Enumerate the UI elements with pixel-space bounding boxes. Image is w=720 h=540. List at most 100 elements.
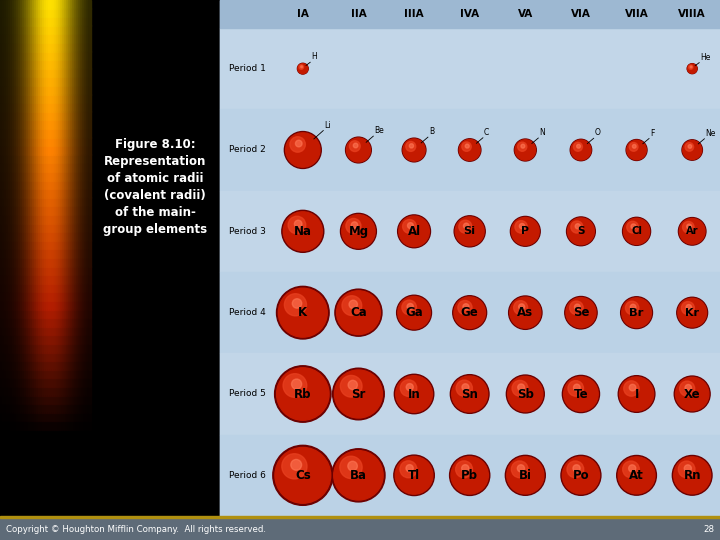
Bar xyxy=(16,249,19,258)
Bar xyxy=(82,275,84,284)
Bar xyxy=(46,490,48,499)
Bar xyxy=(62,284,65,292)
Bar xyxy=(50,361,53,370)
Bar xyxy=(88,188,91,198)
Bar xyxy=(32,240,35,249)
Bar xyxy=(70,369,73,379)
Bar xyxy=(86,0,89,9)
Bar xyxy=(54,249,56,258)
Bar xyxy=(8,455,11,464)
Bar xyxy=(52,258,55,267)
Bar xyxy=(26,163,29,172)
Bar xyxy=(40,343,42,353)
Bar xyxy=(80,258,83,267)
Circle shape xyxy=(564,296,597,329)
Circle shape xyxy=(506,375,544,413)
Bar xyxy=(24,326,27,335)
Bar xyxy=(66,472,68,482)
Bar xyxy=(38,85,40,94)
Bar xyxy=(76,43,78,52)
Bar xyxy=(44,404,47,413)
Bar xyxy=(38,258,40,267)
Bar xyxy=(62,214,65,224)
Bar xyxy=(54,361,56,370)
Circle shape xyxy=(336,291,380,335)
Bar xyxy=(30,395,32,404)
Bar xyxy=(12,43,14,52)
Bar xyxy=(22,318,24,327)
Bar xyxy=(84,0,86,9)
Text: N: N xyxy=(539,128,545,137)
Bar xyxy=(52,481,55,490)
Bar xyxy=(44,292,47,301)
Bar xyxy=(58,300,60,309)
Bar xyxy=(66,154,68,164)
Bar xyxy=(52,326,55,335)
Circle shape xyxy=(349,300,358,309)
Bar xyxy=(0,404,2,413)
Bar xyxy=(54,146,56,155)
Bar xyxy=(18,421,20,430)
Bar xyxy=(20,77,22,86)
Circle shape xyxy=(334,370,382,418)
Bar xyxy=(54,343,56,353)
Bar xyxy=(8,223,11,232)
Text: (covalent radii): (covalent radii) xyxy=(104,189,206,202)
Bar xyxy=(8,60,11,69)
Bar xyxy=(52,387,55,396)
Bar xyxy=(40,94,42,103)
Bar xyxy=(66,0,68,9)
Bar xyxy=(40,34,42,43)
Bar xyxy=(50,85,53,94)
Bar xyxy=(64,343,66,353)
Bar xyxy=(28,249,30,258)
Bar xyxy=(82,77,84,86)
Bar xyxy=(74,343,76,353)
Text: Ba: Ba xyxy=(350,469,367,482)
Bar xyxy=(12,94,14,103)
Bar xyxy=(72,369,74,379)
Bar xyxy=(40,197,42,206)
Bar xyxy=(76,352,78,361)
Bar xyxy=(14,60,17,69)
Bar xyxy=(32,120,35,129)
Bar xyxy=(72,507,74,516)
Bar xyxy=(56,387,58,396)
Bar xyxy=(12,472,14,482)
Bar xyxy=(68,51,71,60)
Bar xyxy=(24,498,27,508)
Bar xyxy=(18,335,20,344)
Bar xyxy=(88,240,91,249)
Bar xyxy=(64,455,66,464)
Bar xyxy=(46,378,48,387)
Text: B: B xyxy=(429,127,434,136)
Bar xyxy=(22,180,24,189)
Bar xyxy=(14,249,17,258)
Bar xyxy=(56,429,58,438)
Bar xyxy=(46,154,48,164)
Bar xyxy=(70,111,73,120)
Bar xyxy=(18,455,20,464)
Bar xyxy=(42,318,45,327)
Bar xyxy=(20,249,22,258)
Bar xyxy=(84,154,86,164)
Bar xyxy=(84,129,86,138)
Bar xyxy=(2,387,4,396)
Bar xyxy=(70,343,73,353)
Bar xyxy=(58,266,60,275)
Bar xyxy=(18,361,20,370)
Bar xyxy=(10,284,12,292)
Bar xyxy=(10,223,12,232)
Bar xyxy=(88,352,91,361)
Bar xyxy=(74,429,76,438)
Bar xyxy=(0,429,2,438)
Bar xyxy=(82,472,84,482)
Bar xyxy=(84,206,86,215)
Bar xyxy=(20,455,22,464)
Bar xyxy=(24,318,27,327)
Bar xyxy=(78,25,81,35)
Bar xyxy=(60,309,63,318)
Bar xyxy=(0,284,2,292)
Circle shape xyxy=(688,145,692,148)
Bar xyxy=(6,266,9,275)
